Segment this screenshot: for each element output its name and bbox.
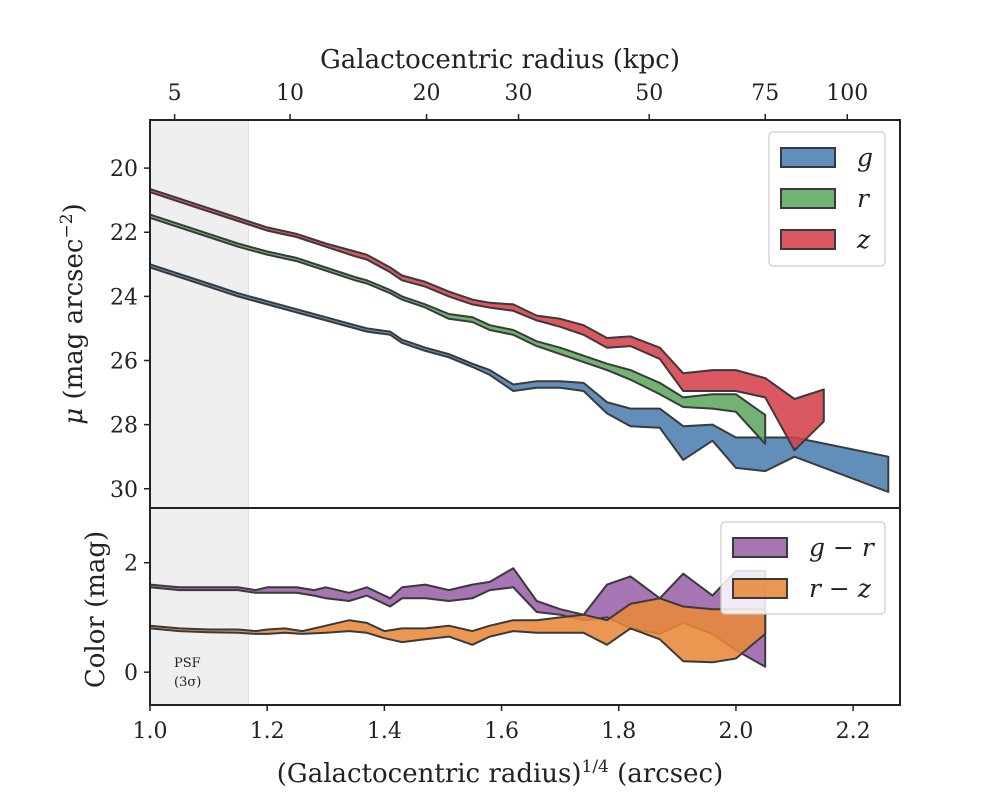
x-tick-label: 1.8 <box>601 719 636 744</box>
top-tick-label: 20 <box>413 81 441 106</box>
top-tick-label: 10 <box>276 81 304 106</box>
y-tick-label: 24 <box>110 285 138 310</box>
legend-swatch <box>732 578 788 599</box>
color-panel: 0 2 Color (mag) PSF (3σ) g − r r − z <box>81 507 901 706</box>
x-tick-label: 1.4 <box>367 719 402 744</box>
y-axis-label-top: μ (mag arcsec−2) <box>57 203 89 424</box>
y-tick-label: 30 <box>110 478 138 503</box>
top-tick-label: 5 <box>168 81 182 106</box>
psf-sublabel: (3σ) <box>174 675 201 690</box>
band-gr <box>150 567 767 668</box>
legend-label: z <box>856 225 871 254</box>
x-tick-label: 2.2 <box>836 719 871 744</box>
bottom-frame <box>149 507 901 706</box>
legend-label: r − z <box>809 574 872 603</box>
legend-swatch <box>732 537 788 558</box>
band-z <box>150 187 825 452</box>
psf-region-bottom <box>149 507 249 706</box>
x-tick-label: 2.0 <box>718 719 753 744</box>
top-tick-label: 50 <box>635 81 663 106</box>
x-tick-label: 1.2 <box>250 719 285 744</box>
y-tick-label: 22 <box>110 221 138 246</box>
y-tick-label: 2 <box>124 552 138 577</box>
surface-brightness-panel: 20 22 24 26 28 30 μ (mag arcsec−2) grz <box>57 119 901 509</box>
x-tick-label: 1.6 <box>484 719 519 744</box>
legend-label: r <box>857 184 871 213</box>
band-g <box>150 263 890 493</box>
y-tick-label: 26 <box>110 349 138 374</box>
legend-label: g <box>857 143 873 172</box>
band-r <box>150 213 767 445</box>
legend-swatch <box>780 147 836 168</box>
psf-label: PSF <box>174 656 201 671</box>
legend-label: g − r <box>809 533 876 562</box>
legend-swatch <box>780 188 836 209</box>
psf-region-top <box>149 119 249 509</box>
x-axis-label: (Galactocentric radius)1/4 (arcsec) <box>277 757 723 789</box>
legend: g − r r − z <box>720 521 886 615</box>
top-tick-label: 75 <box>751 81 779 106</box>
top-axis-label: Galactocentric radius (kpc) <box>320 45 680 75</box>
top-tick-label: 100 <box>826 81 868 106</box>
shared-x-axis: 1.0 1.2 1.4 1.6 1.8 2.0 2.2 5 10 20 30 50 75 100 (Gala… <box>133 45 871 789</box>
legend: grz <box>768 131 886 267</box>
y-tick-label: 20 <box>110 157 138 182</box>
y-tick-label: 28 <box>110 414 138 439</box>
top-tick-label: 30 <box>505 81 533 106</box>
y-tick-label: 0 <box>124 661 138 686</box>
x-tick-label: 1.0 <box>133 719 168 744</box>
legend-swatch <box>780 229 836 250</box>
y-axis-label-bottom: Color (mag) <box>81 531 111 688</box>
band-rz <box>150 597 767 664</box>
